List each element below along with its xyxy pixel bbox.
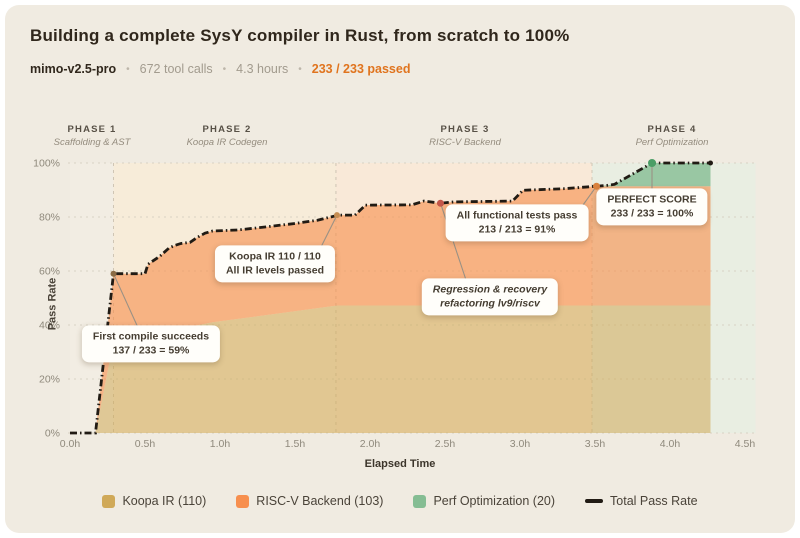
legend-label: Koopa IR (110) (122, 494, 207, 508)
x-tick-label: 4.5h (735, 438, 756, 450)
x-tick-label: 2.0h (360, 438, 381, 450)
marker-dot (334, 212, 340, 219)
y-tick-label: 100% (33, 158, 60, 170)
legend-label: Perf Optimization (20) (433, 494, 556, 508)
marker-dot (593, 182, 600, 190)
x-tick-label: 0.5h (135, 438, 156, 450)
leader-regression (439, 203, 469, 287)
marker-dot (708, 160, 713, 166)
area-koopa-ir (95, 305, 711, 433)
y-tick-label: 0% (45, 428, 60, 440)
x-tick-label: 2.5h (435, 438, 456, 450)
legend-item: Perf Optimization (20) (413, 494, 555, 508)
legend-label: RISC-V Backend (103) (256, 494, 384, 508)
x-tick-label: 0.0h (60, 438, 81, 450)
marker-dot (437, 199, 444, 207)
y-tick-label: 80% (39, 212, 60, 224)
legend-line-swatch (585, 499, 604, 503)
legend-item: RISC-V Backend (103) (236, 494, 383, 508)
chart-legend: Koopa IR (110) RISC-V Backend (103) Perf O… (0, 494, 800, 508)
x-tick-label: 1.5h (285, 438, 306, 450)
y-tick-label: 20% (39, 374, 60, 386)
x-tick-label: 3.5h (585, 438, 606, 450)
x-tick-label: 1.0h (210, 438, 231, 450)
legend-label: Total Pass Rate (610, 494, 698, 508)
y-tick-label: 40% (39, 320, 60, 332)
area-perf-optimization (596, 163, 711, 187)
marker-dot (648, 159, 656, 167)
y-tick-label: 60% (39, 266, 60, 278)
x-tick-label: 3.0h (510, 438, 531, 450)
legend-color-swatch (413, 494, 427, 508)
legend-item: Total Pass Rate (585, 494, 698, 508)
legend-item: Koopa IR (110) (102, 494, 206, 508)
legend-color-swatch (102, 494, 116, 508)
x-tick-label: 4.0h (660, 438, 681, 450)
leader-first-compile (112, 273, 141, 333)
marker-dot (110, 270, 117, 277)
legend-color-swatch (236, 494, 250, 508)
